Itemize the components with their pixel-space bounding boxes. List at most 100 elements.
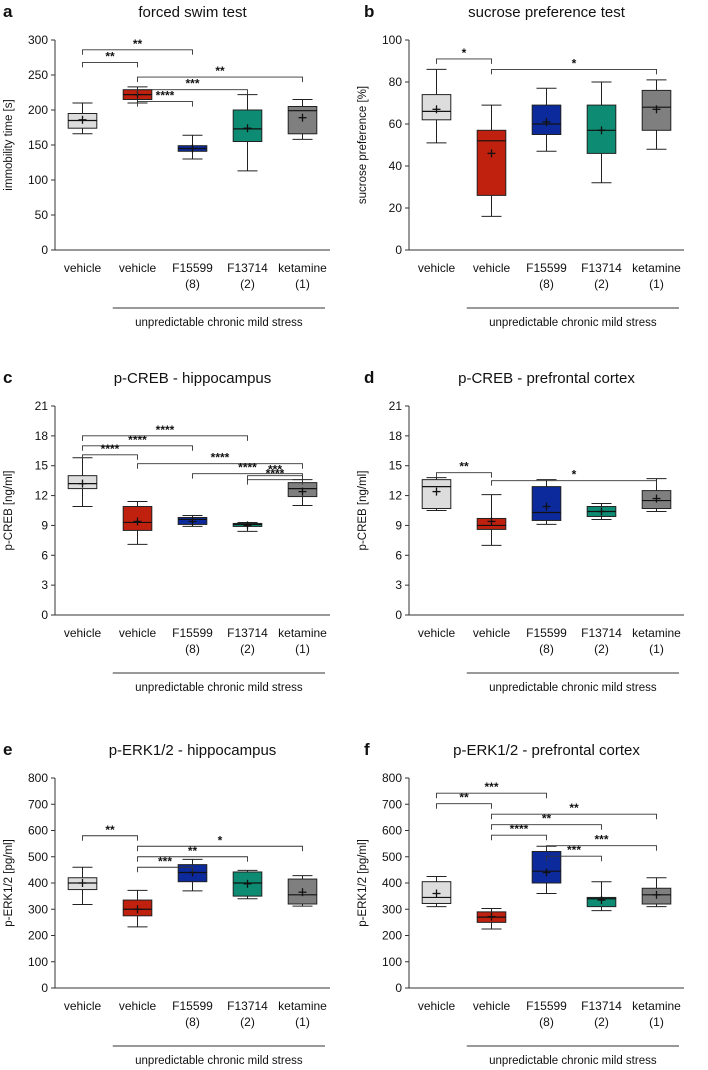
y-tick-label: 100 — [382, 955, 402, 969]
y-tick-label: 18 — [389, 429, 403, 443]
significance-label: **** — [128, 433, 147, 447]
y-tick-label: 60 — [389, 117, 403, 131]
significance-line — [82, 835, 138, 841]
x-category-dose: (2) — [240, 277, 255, 291]
x-category-label: vehicle — [64, 999, 102, 1013]
significance-label: *** — [158, 854, 172, 868]
x-category-label: F15599 — [172, 626, 213, 640]
x-category-label: ketamine — [278, 626, 327, 640]
significance-label: ** — [459, 791, 469, 805]
box-0 — [421, 68, 452, 144]
y-tick-label: 15 — [35, 459, 49, 473]
box-4 — [641, 79, 672, 150]
significance-label: **** — [156, 423, 175, 437]
group-label: unpredictable chronic mild stress — [489, 682, 657, 694]
x-category-label: F13714 — [581, 261, 622, 275]
significance-label: *** — [484, 780, 498, 794]
group-label: unpredictable chronic mild stress — [135, 317, 303, 329]
y-tick-label: 300 — [28, 33, 48, 47]
box-1 — [476, 907, 507, 930]
box-rect — [531, 486, 562, 521]
y-axis-label: p-CREB [ng/ml] — [357, 471, 369, 551]
panel-f: f p-ERK1/2 - prefrontal cortex 0 100 200 300 4… — [357, 740, 684, 1067]
y-tick-label: 9 — [41, 518, 48, 532]
x-category-label: vehicle — [473, 261, 511, 275]
panel-letter: e — [3, 740, 12, 759]
x-category-dose: (8) — [539, 642, 554, 656]
panel-b: b sucrose preference test 0 20 40 60 80 100 sucr… — [357, 2, 684, 329]
y-tick-label: 100 — [382, 33, 402, 47]
box-0 — [421, 875, 452, 908]
significance-bracket: * — [491, 468, 657, 486]
significance-label: **** — [211, 451, 230, 465]
y-tick-label: 15 — [389, 459, 403, 473]
x-category-dose: (8) — [185, 277, 200, 291]
box-rect — [476, 129, 507, 196]
x-category-dose: (1) — [649, 1015, 664, 1029]
y-tick-label: 200 — [28, 103, 48, 117]
box-1 — [122, 889, 153, 928]
x-category-label: vehicle — [473, 626, 511, 640]
x-category-dose: (1) — [295, 642, 310, 656]
x-category-label: vehicle — [64, 261, 102, 275]
box-1 — [476, 494, 507, 546]
significance-label: ** — [459, 460, 469, 474]
significance-line — [82, 49, 193, 55]
panel-title: p-CREB - prefrontal cortex — [458, 370, 635, 387]
panel-title: p-CREB - hippocampus — [114, 370, 272, 387]
significance-line — [436, 472, 492, 478]
y-tick-label: 100 — [28, 173, 48, 187]
y-tick-label: 18 — [35, 429, 49, 443]
significance-bracket: **** — [82, 423, 248, 441]
x-category-label: F15599 — [526, 999, 567, 1013]
x-category-dose: (2) — [240, 1015, 255, 1029]
x-category-dose: (1) — [295, 277, 310, 291]
y-tick-label: 6 — [395, 548, 402, 562]
y-tick-label: 500 — [28, 850, 48, 864]
significance-line — [436, 792, 547, 799]
y-axis-label: p-ERK1/2 [pg/ml] — [357, 839, 369, 927]
panel-letter: b — [364, 2, 374, 21]
box-1 — [476, 104, 507, 217]
panel-title: p-ERK1/2 - prefrontal cortex — [453, 742, 640, 759]
x-category-label: ketamine — [632, 261, 681, 275]
significance-line — [247, 479, 303, 485]
y-tick-label: 400 — [28, 876, 48, 890]
significance-line — [436, 58, 492, 64]
x-category-label: vehicle — [418, 261, 456, 275]
x-category-label: F13714 — [227, 999, 268, 1013]
significance-label: *** — [594, 833, 608, 847]
x-category-label: ketamine — [278, 999, 327, 1013]
significance-line — [137, 856, 248, 862]
significance-label: ** — [105, 49, 115, 63]
significance-line — [247, 475, 303, 481]
panel-letter: d — [364, 368, 374, 387]
significance-line — [491, 834, 547, 841]
x-category-dose: (8) — [185, 1015, 200, 1029]
box-4 — [287, 875, 318, 907]
box-2 — [177, 134, 208, 160]
significance-bracket: *** — [436, 780, 547, 799]
box-2 — [177, 514, 208, 527]
y-tick-label: 600 — [28, 824, 48, 838]
x-category-label: F13714 — [227, 261, 268, 275]
significance-bracket: ** — [491, 801, 657, 820]
y-tick-label: 300 — [28, 902, 48, 916]
box-1 — [122, 501, 153, 545]
box-4 — [641, 877, 672, 908]
significance-line — [82, 445, 193, 451]
significance-line — [137, 866, 193, 873]
significance-label: ** — [188, 844, 198, 858]
x-category-label: ketamine — [278, 261, 327, 275]
group-label: unpredictable chronic mild stress — [489, 317, 657, 329]
significance-line — [137, 89, 248, 95]
y-tick-label: 600 — [382, 824, 402, 838]
y-tick-label: 9 — [395, 518, 402, 532]
y-tick-label: 6 — [41, 548, 48, 562]
y-tick-label: 50 — [35, 208, 49, 222]
x-category-label: vehicle — [119, 261, 157, 275]
box-3 — [586, 881, 617, 912]
significance-label: ** — [133, 37, 143, 51]
significance-bracket: **** — [82, 442, 138, 460]
significance-label: ** — [569, 801, 579, 815]
